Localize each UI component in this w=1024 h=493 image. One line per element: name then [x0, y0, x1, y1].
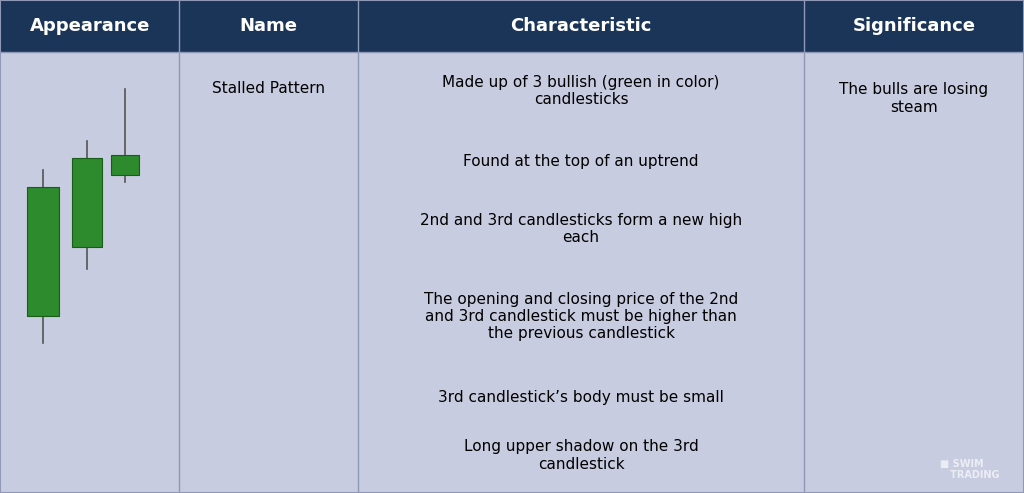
Text: 2nd and 3rd candlesticks form a new high
each: 2nd and 3rd candlesticks form a new high…: [420, 213, 742, 246]
FancyBboxPatch shape: [27, 187, 59, 316]
Text: Found at the top of an uptrend: Found at the top of an uptrend: [464, 154, 698, 169]
Text: Long upper shadow on the 3rd
candlestick: Long upper shadow on the 3rd candlestick: [464, 439, 698, 472]
Text: Name: Name: [240, 17, 298, 35]
Text: Characteristic: Characteristic: [510, 17, 652, 35]
Text: Made up of 3 bullish (green in color)
candlesticks: Made up of 3 bullish (green in color) ca…: [442, 75, 720, 107]
Text: Significance: Significance: [852, 17, 976, 35]
Text: ■ SWIM
   TRADING: ■ SWIM TRADING: [940, 458, 999, 480]
FancyBboxPatch shape: [111, 155, 139, 175]
FancyBboxPatch shape: [72, 158, 102, 246]
FancyBboxPatch shape: [0, 0, 1024, 52]
Text: The opening and closing price of the 2nd
and 3rd candlestick must be higher than: The opening and closing price of the 2nd…: [424, 291, 738, 342]
Text: The bulls are losing
steam: The bulls are losing steam: [840, 82, 988, 115]
Text: Stalled Pattern: Stalled Pattern: [212, 81, 326, 96]
Text: Appearance: Appearance: [30, 17, 150, 35]
Text: 3rd candlestick’s body must be small: 3rd candlestick’s body must be small: [438, 390, 724, 405]
